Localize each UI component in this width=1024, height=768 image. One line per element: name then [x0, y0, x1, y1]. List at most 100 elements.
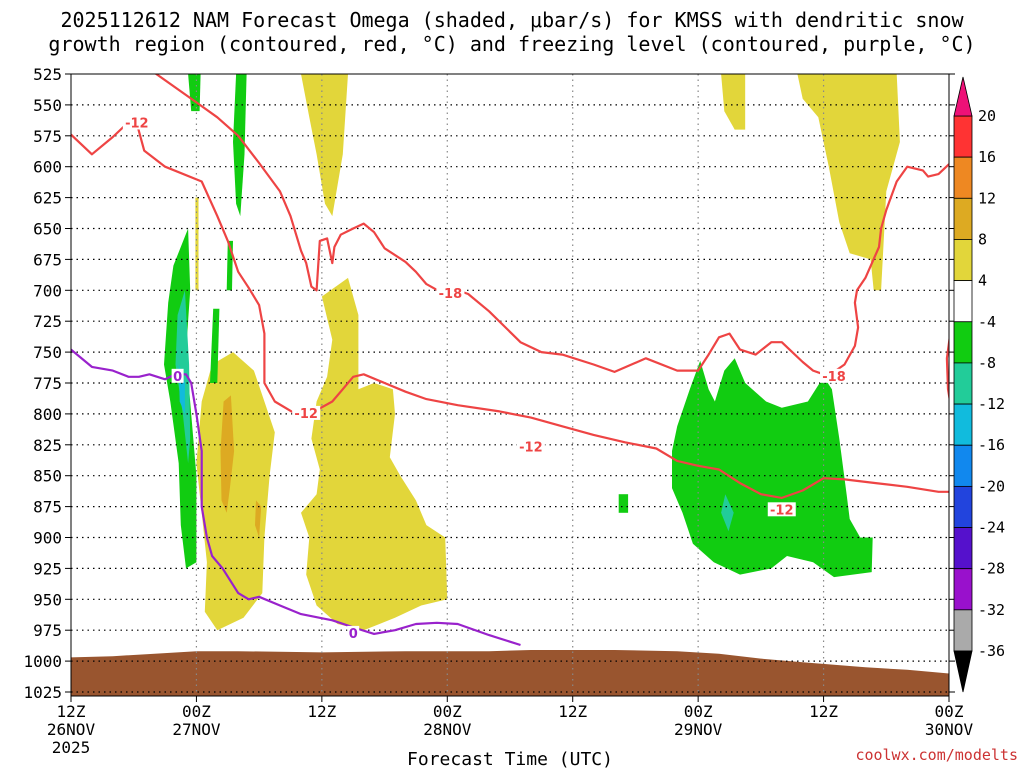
colorbar-label: -36 [978, 642, 1005, 660]
contour-label-bg [171, 368, 184, 383]
colorbar-label: 20 [978, 107, 996, 125]
omega-shade-region [797, 74, 900, 291]
y-tick-label: 1000 [23, 652, 62, 671]
contour-label: -18 [822, 370, 846, 385]
temperature-contour [945, 334, 949, 402]
x-tick-date: 30NOV [925, 720, 974, 739]
x-tick-date: 28NOV [423, 720, 472, 739]
colorbar-label: -24 [978, 519, 1005, 537]
x-tick-date: 26NOV [47, 720, 96, 739]
colorbar-swatch [953, 403, 973, 446]
colorbar-label: 12 [978, 189, 996, 207]
x-tick-label: 00Z [935, 702, 964, 721]
omega-shade-region [220, 395, 235, 513]
omega-shade-region [721, 494, 734, 532]
contour-label-bg [122, 115, 151, 130]
omega-shade-region [672, 358, 873, 578]
omega-shade-region [210, 308, 220, 383]
x-tick-label: 00Z [433, 702, 462, 721]
y-axis: 525 550 575 600 625 650 675 700 725 750 775 800 825 8… [23, 65, 955, 702]
y-tick-label: 575 [33, 127, 62, 146]
colorbar-swatch [953, 527, 973, 570]
y-tick-label: 1025 [23, 683, 62, 702]
y-tick-label: 850 [33, 467, 62, 486]
colorbar-label: -4 [978, 313, 996, 331]
plot-frame [70, 73, 950, 697]
colorbar-swatch [953, 280, 973, 323]
contour-label: 0 [173, 370, 182, 385]
y-tick-label: 925 [33, 559, 62, 578]
y-tick-label: 600 [33, 158, 62, 177]
omega-shade-region [721, 74, 746, 130]
y-tick-label: 700 [33, 281, 62, 300]
x-tick-label: 12Z [809, 702, 838, 721]
contour-label: -12 [125, 116, 149, 131]
colorbar-label: -12 [978, 395, 1005, 413]
temperature-contour [71, 122, 949, 499]
temperature-contour [154, 74, 949, 376]
x-tick-label: 12Z [57, 702, 86, 721]
x-tick-date: 27NOV [172, 720, 221, 739]
contour-label-bg [436, 286, 465, 301]
colorbar-label: -20 [978, 477, 1005, 495]
colorbar-label: 16 [978, 148, 996, 166]
y-tick-label: 625 [33, 189, 62, 208]
x-tick-label: 00Z [182, 702, 211, 721]
contour-label-bg [292, 405, 321, 420]
contour-label: -18 [439, 287, 463, 302]
contour-label: -12 [770, 503, 794, 518]
y-tick-label: 825 [33, 436, 62, 455]
colorbar-label: -16 [978, 436, 1005, 454]
x-tick-year: 2025 [52, 738, 91, 757]
omega-shade-region [618, 494, 629, 513]
omega-shade-region [255, 500, 262, 538]
colorbar-label: 8 [978, 230, 987, 248]
y-tick-label: 650 [33, 220, 62, 239]
colorbar: 20 16 12 8 4 -4 -8 -12 -16 -20 -24 -28 -32 -36 [953, 76, 1005, 693]
y-tick-label: 900 [33, 529, 62, 548]
y-tick-label: 525 [33, 65, 62, 84]
colorbar-label: -28 [978, 560, 1005, 578]
y-tick-label: 875 [33, 498, 62, 517]
contour-label: -12 [519, 440, 543, 455]
plot-area [71, 74, 949, 696]
y-tick-label: 800 [33, 405, 62, 424]
omega-shade-region [301, 74, 348, 217]
contour-label-bg [516, 439, 545, 454]
colorbar-top-arrow [953, 76, 973, 117]
y-tick-label: 725 [33, 312, 62, 331]
y-tick-label: 975 [33, 621, 62, 640]
chart-title-line-1: 2025112612 NAM Forecast Omega (shaded, μ… [60, 8, 964, 32]
terrain-fill [71, 650, 949, 696]
colorbar-swatch [953, 156, 973, 199]
omega-shade-region [188, 74, 201, 112]
contour-label-bg [347, 625, 360, 640]
x-axis-label: Forecast Time (UTC) [407, 749, 613, 768]
colorbar-label: 4 [978, 272, 987, 290]
contour-label: -12 [294, 407, 318, 422]
omega-shading [71, 74, 949, 696]
colorbar-label: -8 [978, 354, 996, 372]
y-tick-label: 550 [33, 96, 62, 115]
freezing-level-contour [71, 348, 521, 647]
chart-title-line-2: growth region (contoured, red, °C) and f… [48, 32, 975, 56]
colorbar-swatch [953, 485, 973, 528]
omega-shade-region [233, 74, 247, 217]
colorbar-swatch [953, 609, 973, 652]
colorbar-swatch [953, 321, 973, 364]
credit-text: coolwx.com/modelts [855, 746, 1018, 764]
omega-shade-region [301, 277, 448, 631]
y-tick-label: 775 [33, 374, 62, 393]
colorbar-label: -32 [978, 601, 1005, 619]
contour-label-bg [767, 502, 796, 517]
colorbar-swatch [953, 197, 973, 240]
colorbar-swatch [953, 444, 973, 487]
contour-labels: -12 -18 -12 -12 -12 -18 0 0 [122, 115, 849, 642]
colorbar-swatch [953, 362, 973, 405]
colorbar-swatch [953, 239, 973, 282]
y-tick-label: 675 [33, 250, 62, 269]
y-tick-label: 950 [33, 590, 62, 609]
grid [71, 74, 949, 696]
